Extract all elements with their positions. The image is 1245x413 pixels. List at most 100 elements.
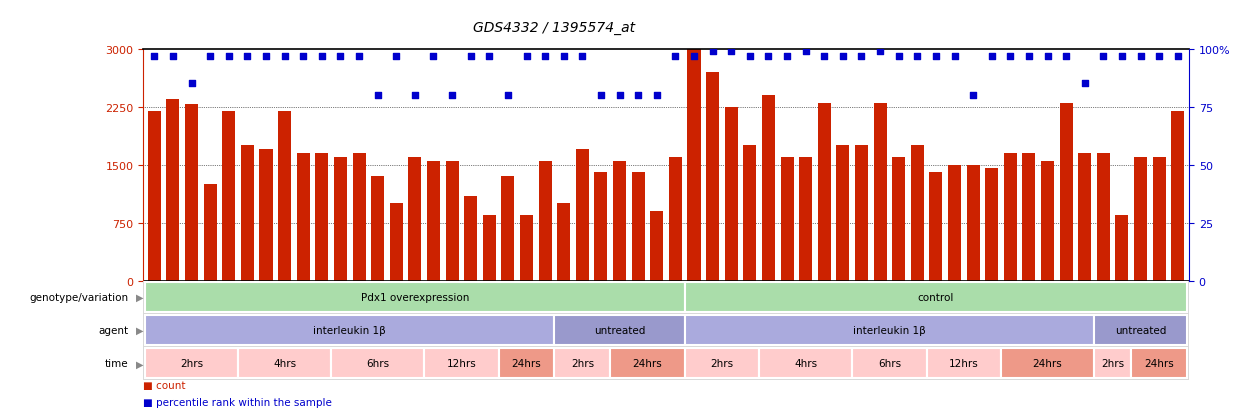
Point <box>758 53 778 60</box>
Point <box>405 93 425 99</box>
Text: GDS4332 / 1395574_at: GDS4332 / 1395574_at <box>473 21 635 35</box>
Point <box>1001 53 1021 60</box>
Bar <box>743 146 756 281</box>
Bar <box>926 349 1001 378</box>
Point <box>796 49 815 55</box>
Bar <box>331 349 425 378</box>
Point <box>945 53 965 60</box>
Bar <box>204 185 217 281</box>
Bar <box>167 100 179 281</box>
Bar <box>558 204 570 281</box>
Bar <box>781 157 793 281</box>
Bar <box>759 349 852 378</box>
Point <box>349 53 369 60</box>
Point <box>423 53 443 60</box>
Point <box>591 93 611 99</box>
Bar <box>390 204 403 281</box>
Text: 6hrs: 6hrs <box>366 358 390 368</box>
Bar <box>498 349 554 378</box>
Point <box>294 53 314 60</box>
Text: ▶: ▶ <box>136 358 143 368</box>
Text: agent: agent <box>98 325 128 335</box>
Point <box>479 53 499 60</box>
Text: untreated: untreated <box>1116 325 1167 335</box>
Bar <box>1097 154 1109 281</box>
Point <box>386 53 406 60</box>
Bar <box>446 161 458 281</box>
Bar <box>685 316 1094 345</box>
Point <box>238 53 258 60</box>
Text: ▶: ▶ <box>136 292 143 302</box>
Point <box>740 53 759 60</box>
Text: Pdx1 overexpression: Pdx1 overexpression <box>361 292 469 302</box>
Point <box>200 53 220 60</box>
Bar <box>1059 104 1073 281</box>
Point <box>610 93 630 99</box>
Bar <box>1041 161 1055 281</box>
Point <box>330 53 350 60</box>
Bar <box>855 146 868 281</box>
Point <box>647 93 667 99</box>
Text: 2hrs: 2hrs <box>181 358 203 368</box>
Bar <box>144 349 238 378</box>
Point <box>1168 53 1188 60</box>
Bar <box>947 165 961 281</box>
Point <box>517 53 537 60</box>
Bar <box>1153 157 1165 281</box>
Text: 2hrs: 2hrs <box>570 358 594 368</box>
Point <box>665 53 685 60</box>
Point <box>1037 53 1057 60</box>
Bar <box>685 282 1188 312</box>
Bar <box>725 107 738 281</box>
Bar <box>1116 215 1128 281</box>
Bar <box>483 215 496 281</box>
Bar <box>985 169 998 281</box>
Bar <box>371 177 385 281</box>
Bar <box>278 111 291 281</box>
Bar <box>594 173 608 281</box>
Bar <box>911 146 924 281</box>
Point <box>870 49 890 55</box>
Bar <box>1094 316 1188 345</box>
Point <box>964 93 984 99</box>
Point <box>1112 53 1132 60</box>
Point <box>367 93 387 99</box>
Text: genotype/variation: genotype/variation <box>29 292 128 302</box>
Bar <box>186 105 198 281</box>
Bar <box>539 161 552 281</box>
Bar <box>687 50 701 281</box>
Point <box>573 53 593 60</box>
Point <box>833 53 853 60</box>
Bar <box>223 111 235 281</box>
Point <box>554 53 574 60</box>
Text: 12hrs: 12hrs <box>949 358 979 368</box>
Text: interleukin 1β: interleukin 1β <box>314 325 386 335</box>
Point <box>777 53 797 60</box>
Text: time: time <box>105 358 128 368</box>
Point <box>1149 53 1169 60</box>
Point <box>1056 53 1076 60</box>
Point <box>311 53 331 60</box>
Bar <box>502 177 514 281</box>
Text: 24hrs: 24hrs <box>632 358 662 368</box>
Text: 6hrs: 6hrs <box>878 358 901 368</box>
Bar <box>1078 154 1092 281</box>
Bar <box>762 96 774 281</box>
Text: interleukin 1β: interleukin 1β <box>853 325 926 335</box>
Point <box>982 53 1002 60</box>
Text: ■ percentile rank within the sample: ■ percentile rank within the sample <box>143 397 332 407</box>
Point <box>219 53 239 60</box>
Point <box>1074 81 1094 88</box>
Bar <box>576 150 589 281</box>
Bar <box>631 173 645 281</box>
Text: 24hrs: 24hrs <box>1032 358 1062 368</box>
Bar <box>408 157 421 281</box>
Point <box>814 53 834 60</box>
Text: 12hrs: 12hrs <box>447 358 477 368</box>
Point <box>629 93 649 99</box>
Bar <box>427 161 439 281</box>
Point <box>908 53 928 60</box>
Bar <box>669 157 682 281</box>
Bar <box>144 282 685 312</box>
Bar <box>1172 111 1184 281</box>
